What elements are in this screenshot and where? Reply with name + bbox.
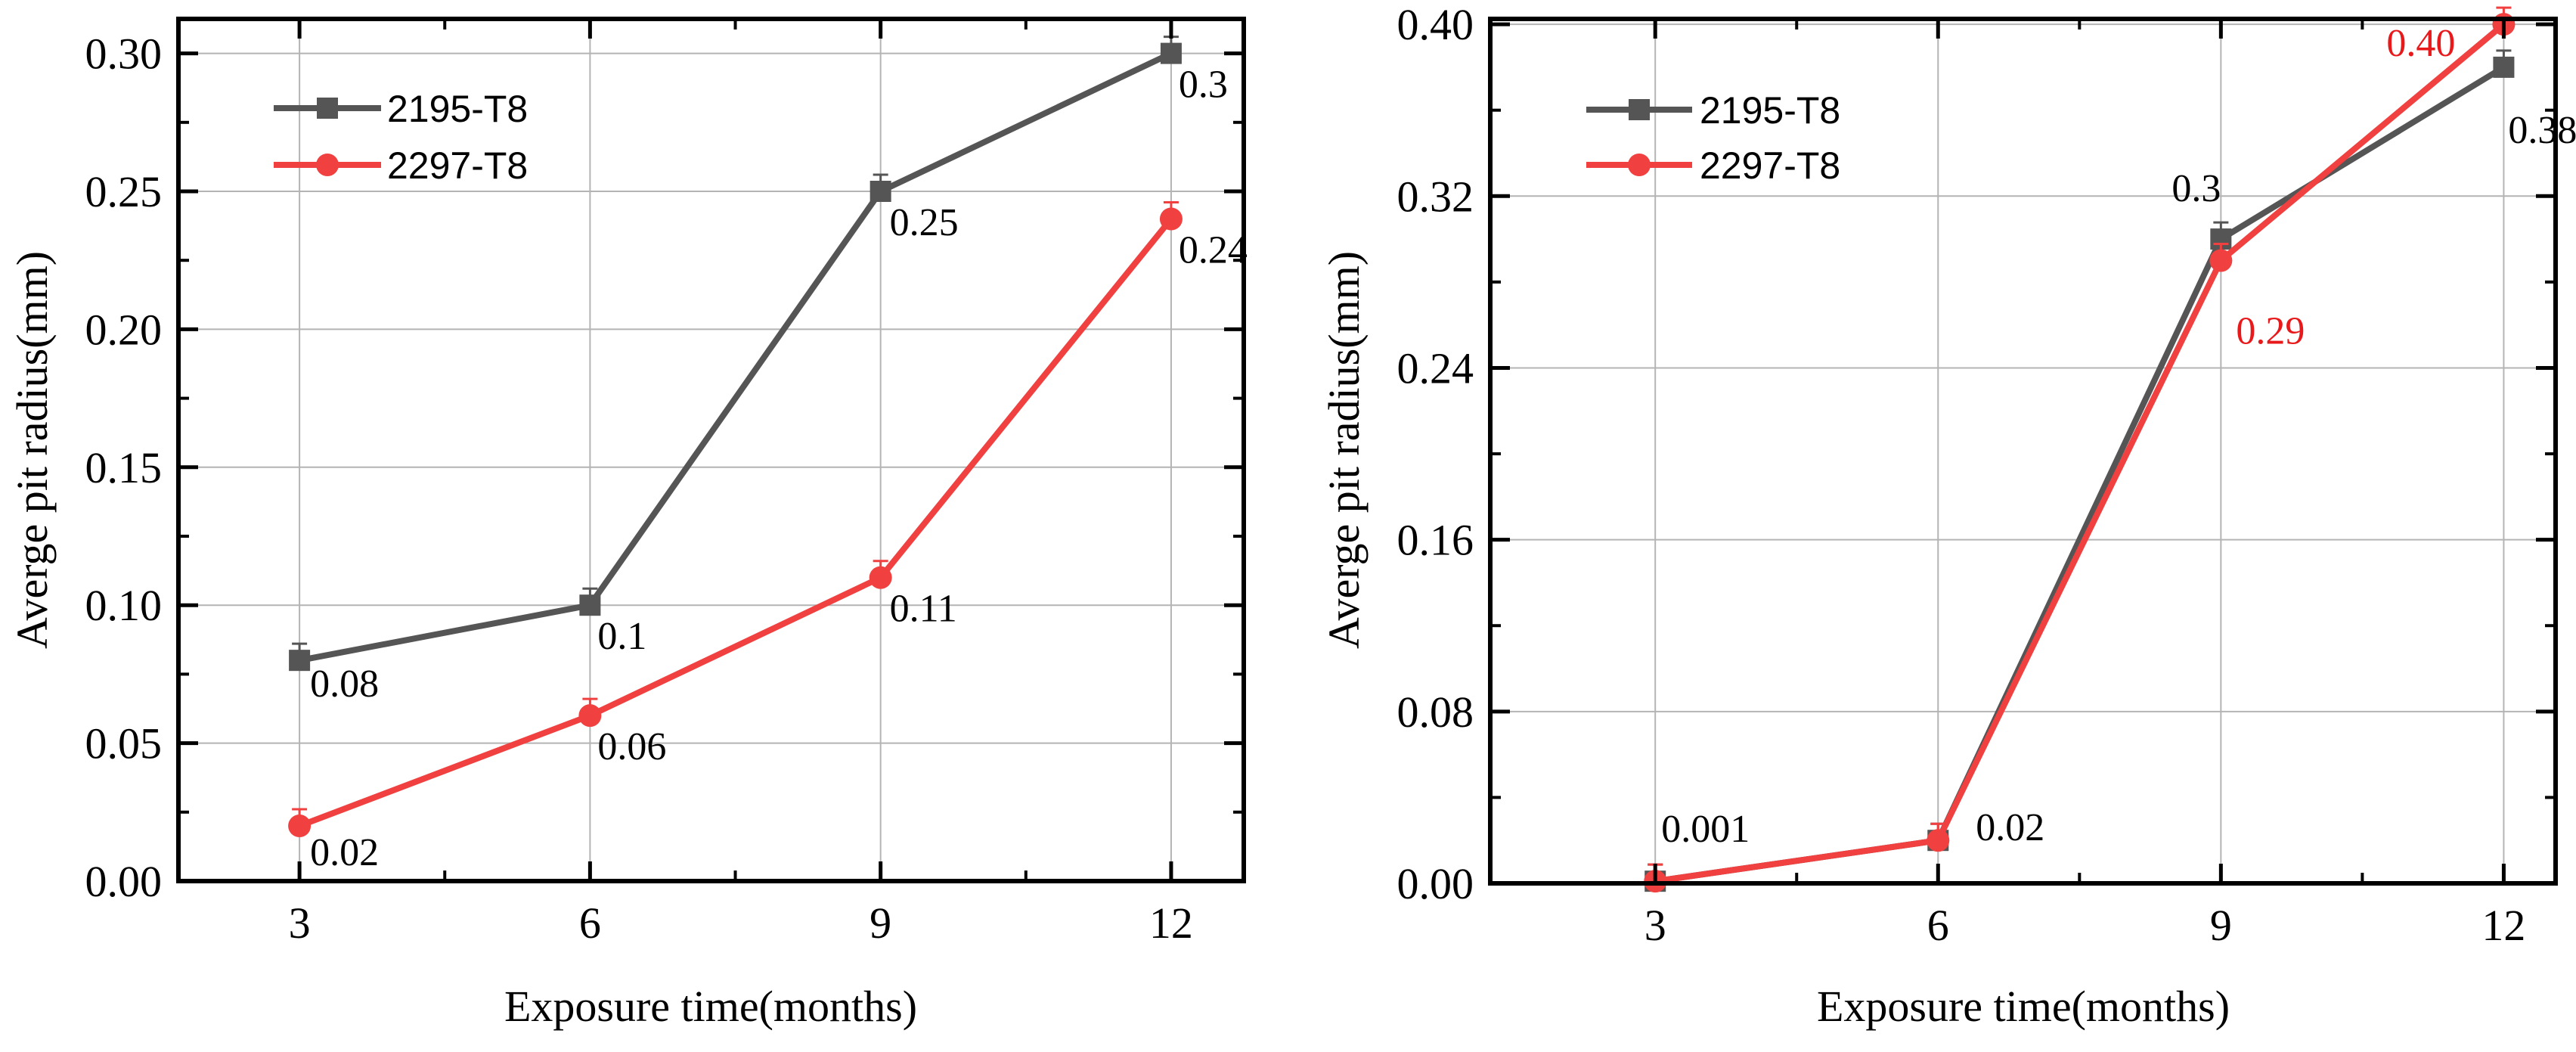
data-label-2297-T8: 0.02: [310, 831, 379, 874]
right-chart-x-tick-label: 6: [1927, 901, 1949, 950]
data-point-2195-T8: [289, 650, 311, 672]
legend-entry-2297-T8: 2297-T8: [1586, 144, 1840, 187]
left-chart-y-tick-label: 0.30: [85, 29, 163, 79]
data-point-2297-T8: [578, 704, 602, 728]
left-chart-series: [288, 36, 1183, 838]
legend-entry-2297-T8: 2297-T8: [274, 144, 528, 187]
left-chart-y-tick-label: 0.10: [85, 581, 163, 630]
left-chart-data-labels: 0.08 0.1 0.25 0.3 0.02 0.06 0.11 0.24: [310, 64, 1248, 874]
legend-label-2297-T8: 2297-T8: [387, 144, 528, 187]
right-chart-ticks: 0.00 0.08 0.16 0.24 0.32 0.40 3 6 9 12: [1397, 0, 2556, 950]
right-chart-x-tick-label: 12: [2481, 901, 2525, 950]
left-chart-grid: [178, 19, 1244, 881]
right-chart-grid: [1490, 19, 2556, 883]
left-chart-x-tick-label: 3: [289, 898, 311, 948]
right-chart: 0.000.080.160.240.320.403 6 9 12 0.001 0.020…: [1319, 0, 2576, 1031]
left-chart-y-tick-label: 0.25: [85, 167, 163, 216]
right-chart-x-axis-title: Exposure time(months): [1817, 982, 2230, 1031]
data-point-2297-T8: [1159, 207, 1183, 231]
legend-circle-marker-icon: [1628, 154, 1651, 176]
legend-entry-2195-T8: 2195-T8: [1586, 89, 1840, 132]
data-point-2297-T8: [869, 566, 892, 589]
right-chart-x-tick-label: 9: [2210, 901, 2232, 950]
legend-square-marker-icon: [317, 98, 338, 119]
left-chart-y-tick-label: 0.00: [85, 857, 163, 906]
legend-circle-marker-icon: [316, 154, 339, 176]
data-label-2195-T8: 0.02: [1976, 806, 2044, 849]
legend-entry-2195-T8: 2195-T8: [274, 88, 528, 130]
right-chart-y-axis-title: Averge pit radius(mm): [1319, 251, 1369, 649]
series-line-2297-T8: [298, 216, 1174, 829]
data-label-2297-T8: 0.29: [2236, 309, 2305, 352]
legend-label-2195-T8: 2195-T8: [1700, 89, 1840, 132]
data-label-2297-T8: 0.24: [1179, 228, 1248, 272]
left-chart-y-tick-label: 0.20: [85, 305, 163, 354]
data-point-2297-T8: [1927, 829, 1950, 852]
data-point-2297-T8: [288, 815, 312, 838]
left-chart-x-tick-label: 12: [1149, 898, 1193, 948]
data-label-2297-T8: 0.06: [597, 725, 666, 768]
right-chart-y-tick-label: 0.00: [1397, 859, 1474, 908]
right-chart-y-tick-label: 0.24: [1397, 343, 1474, 393]
left-chart-y-axis-title: Averge pit radius(mm): [8, 251, 57, 649]
data-label-2195-T8: 0.08: [310, 663, 379, 706]
left-chart-x-tick-label: 6: [579, 898, 601, 948]
left-chart-y-tick-label: 0.05: [85, 719, 163, 768]
left-chart: 0.000.050.100.150.200.250.303 6 9 12 0.080.…: [8, 17, 1248, 1031]
data-label-2195-T8: 0.25: [890, 201, 959, 244]
right-chart-y-tick-label: 0.16: [1397, 516, 1474, 565]
right-chart-series: [1644, 6, 2516, 893]
data-point-2195-T8: [2493, 56, 2515, 78]
data-point-2297-T8: [2209, 249, 2233, 272]
left-chart-legend: 2195-T8 2297-T8: [274, 88, 528, 187]
data-label-2195-T8: 0.1: [597, 615, 646, 658]
data-point-2195-T8: [1160, 42, 1182, 64]
left-chart-x-axis-title: Exposure time(months): [504, 982, 917, 1031]
left-chart-x-tick-label: 9: [870, 898, 891, 948]
right-chart-x-tick-label: 3: [1644, 901, 1666, 950]
left-chart-frame: [176, 17, 1246, 883]
right-chart-legend: 2195-T8 2297-T8: [1586, 89, 1840, 187]
data-point-2195-T8: [870, 181, 891, 202]
data-label-2195-T8: 0.3: [1179, 64, 1228, 107]
legend-label-2297-T8: 2297-T8: [1700, 144, 1840, 187]
right-chart-data-labels: 0.001 0.02 0.3 0.38 0.29 0.40: [1661, 22, 2576, 851]
data-point-2195-T8: [579, 594, 601, 616]
right-chart-y-tick-label: 0.40: [1397, 0, 1474, 49]
data-label-2195-T8: 0.001: [1661, 808, 1750, 851]
legend-label-2195-T8: 2195-T8: [387, 88, 528, 130]
data-label-2297-T8: 0.11: [890, 588, 957, 631]
data-label-2297-T8: 0.40: [2386, 22, 2455, 65]
left-chart-y-tick-label: 0.15: [85, 443, 163, 492]
series-line-2195-T8: [1654, 64, 2506, 885]
series-line-2297-T8: [1654, 22, 2506, 885]
data-label-2195-T8: 0.38: [2508, 109, 2576, 152]
legend-square-marker-icon: [1629, 99, 1650, 120]
data-label-2195-T8: 0.3: [2171, 167, 2221, 210]
right-chart-y-tick-label: 0.08: [1397, 687, 1474, 737]
right-chart-y-tick-label: 0.32: [1397, 172, 1474, 221]
series-line-2195-T8: [299, 50, 1173, 664]
right-chart-frame: [1488, 17, 2558, 886]
left-chart-ticks: 0.00 0.05 0.10 0.15 0.20 0.25 0.30 3 6 9 12: [85, 19, 1244, 948]
